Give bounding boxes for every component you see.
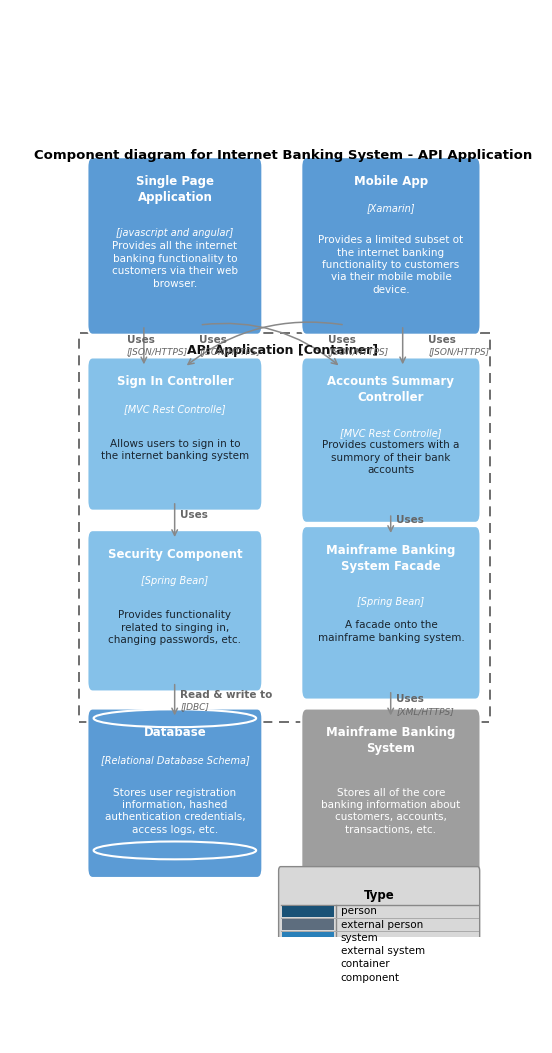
FancyBboxPatch shape xyxy=(301,526,481,699)
Text: person: person xyxy=(341,907,376,916)
FancyBboxPatch shape xyxy=(283,972,334,984)
FancyBboxPatch shape xyxy=(283,946,334,957)
FancyBboxPatch shape xyxy=(283,958,334,970)
Text: Mainframe Banking
System: Mainframe Banking System xyxy=(326,727,455,755)
Text: [JSON/HTTPS]: [JSON/HTTPS] xyxy=(199,347,261,357)
Text: Security Component: Security Component xyxy=(108,548,242,561)
Text: Provides functionality
related to singing in,
changing passwords, etc.: Provides functionality related to singin… xyxy=(108,611,241,645)
Text: Uses: Uses xyxy=(199,335,227,345)
FancyBboxPatch shape xyxy=(87,530,262,692)
Text: [javascript and angular]: [javascript and angular] xyxy=(116,227,233,238)
FancyBboxPatch shape xyxy=(301,357,481,523)
Text: Component diagram for Internet Banking System - API Application: Component diagram for Internet Banking S… xyxy=(34,150,532,162)
Text: external person: external person xyxy=(341,919,423,930)
Ellipse shape xyxy=(94,841,256,859)
Text: Accounts Summary
Controller: Accounts Summary Controller xyxy=(327,375,454,404)
Text: [Spring Bean]: [Spring Bean] xyxy=(357,597,424,607)
Text: Mobile App: Mobile App xyxy=(354,175,428,188)
Text: [JSON/HTTPS]: [JSON/HTTPS] xyxy=(328,347,389,357)
Text: [Relational Database Schema]: [Relational Database Schema] xyxy=(100,755,250,764)
Text: Type: Type xyxy=(364,889,395,901)
Text: external system: external system xyxy=(341,946,425,956)
Text: Uses: Uses xyxy=(428,335,456,345)
Text: [Xamarin]: [Xamarin] xyxy=(367,203,415,214)
FancyBboxPatch shape xyxy=(301,709,481,878)
Text: A facade onto the
mainframe banking system.: A facade onto the mainframe banking syst… xyxy=(317,620,464,642)
Text: Provides a limited subset ot
the internet banking
functionality to customers
via: Provides a limited subset ot the interne… xyxy=(319,235,464,295)
FancyBboxPatch shape xyxy=(279,867,480,972)
Text: Provides all the internet
banking functionality to
customers via their web
brows: Provides all the internet banking functi… xyxy=(112,241,238,289)
FancyBboxPatch shape xyxy=(301,157,481,335)
Text: [MVC Rest Controlle]: [MVC Rest Controlle] xyxy=(124,403,226,414)
Text: Single Page
Application: Single Page Application xyxy=(136,175,214,204)
Text: Mainframe Banking
System Facade: Mainframe Banking System Facade xyxy=(326,544,455,573)
Text: Uses: Uses xyxy=(396,515,424,525)
FancyBboxPatch shape xyxy=(87,157,262,335)
FancyBboxPatch shape xyxy=(87,709,262,878)
Text: Sign In Controller: Sign In Controller xyxy=(116,375,233,389)
Text: [JSON/HTTPS]: [JSON/HTTPS] xyxy=(428,347,490,357)
Text: system: system xyxy=(341,933,379,942)
Text: Allows users to sign in to
the internet banking system: Allows users to sign in to the internet … xyxy=(101,439,249,461)
Text: [MVC Rest Controlle]: [MVC Rest Controlle] xyxy=(340,428,442,438)
Text: Uses: Uses xyxy=(396,695,424,704)
Text: Stores user registration
information, hashed
authentication credentials,
access : Stores user registration information, ha… xyxy=(104,788,245,835)
Text: Stores all of the core
banking information about
customers, accounts,
transactio: Stores all of the core banking informati… xyxy=(321,788,460,835)
Text: [JSON/HTTPS]: [JSON/HTTPS] xyxy=(127,347,188,357)
FancyBboxPatch shape xyxy=(87,357,262,511)
Text: Database: Database xyxy=(144,727,206,739)
Text: Provides customers with a
summory of their bank
accounts: Provides customers with a summory of the… xyxy=(322,440,460,475)
Text: Uses: Uses xyxy=(180,510,208,519)
Text: component: component xyxy=(341,973,400,982)
Text: Uses: Uses xyxy=(328,335,355,345)
FancyBboxPatch shape xyxy=(283,932,334,943)
Text: [Spring Bean]: [Spring Bean] xyxy=(141,576,209,587)
Text: container: container xyxy=(341,959,390,970)
Text: Read & write to: Read & write to xyxy=(180,691,273,700)
Text: Uses: Uses xyxy=(127,335,155,345)
Text: [JDBC]: [JDBC] xyxy=(180,702,209,712)
Ellipse shape xyxy=(94,710,256,728)
FancyBboxPatch shape xyxy=(283,906,334,917)
Text: [XML/HTTPS]: [XML/HTTPS] xyxy=(396,707,454,716)
Text: API Application [Container]: API Application [Container] xyxy=(187,343,379,357)
FancyBboxPatch shape xyxy=(283,919,334,931)
